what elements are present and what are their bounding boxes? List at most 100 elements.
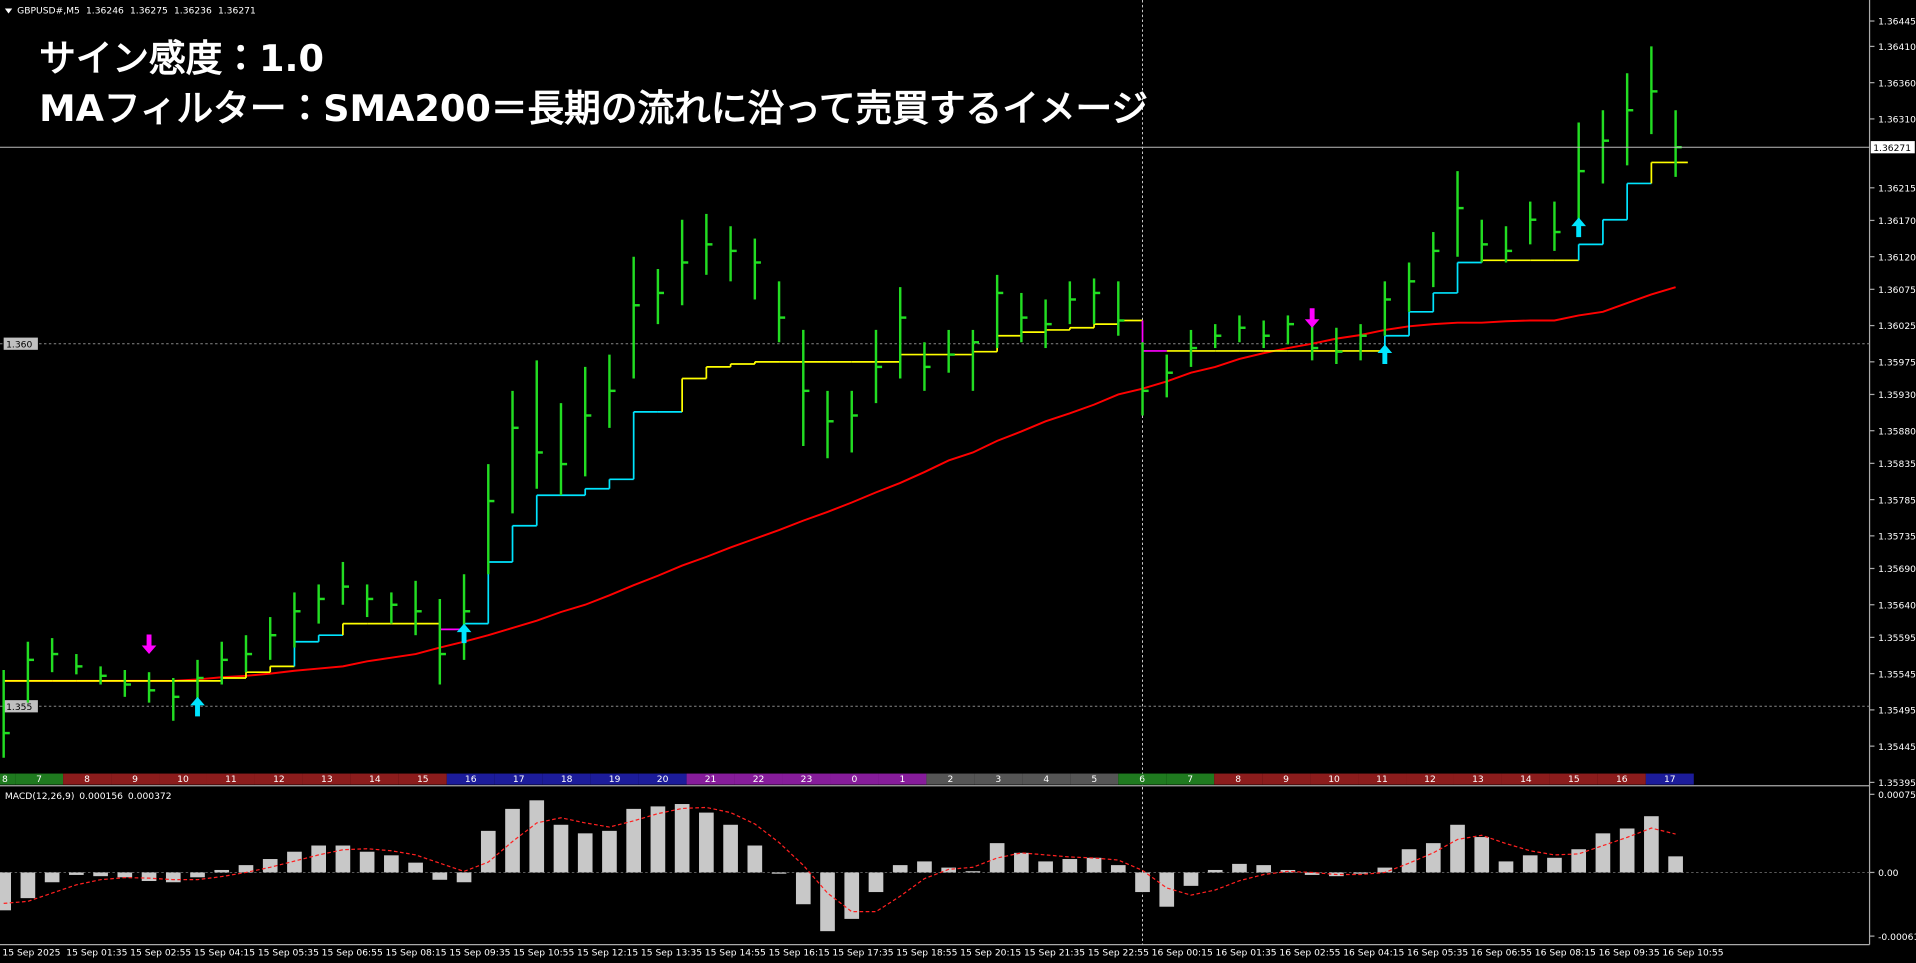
macd-bar bbox=[1207, 869, 1223, 873]
session-cell bbox=[782, 773, 831, 785]
x-tick-label: 16 Sep 05:35 bbox=[1407, 948, 1468, 959]
x-tick-label: 16 Sep 08:15 bbox=[1535, 948, 1596, 959]
macd-main: 0.000156 bbox=[79, 791, 123, 802]
macd-bar bbox=[20, 872, 36, 899]
macd-bar bbox=[359, 851, 375, 873]
signal-arrow bbox=[1304, 308, 1320, 328]
macd-bar bbox=[1304, 872, 1320, 875]
macd-bar bbox=[795, 872, 811, 905]
macd-header: MACD(12,26,9) 0.000156 0.000372 bbox=[5, 791, 172, 802]
ohlc-value: 1.36275 bbox=[130, 5, 168, 16]
x-tick-label: 15 Sep 12:15 bbox=[577, 948, 638, 959]
session-label: 20 bbox=[657, 774, 669, 785]
macd-bar bbox=[190, 872, 205, 878]
macd-bar bbox=[747, 845, 763, 873]
macd-bar bbox=[1062, 859, 1078, 873]
macd-bar bbox=[1425, 843, 1441, 873]
x-tick-label: 15 Sep 02:55 bbox=[130, 948, 191, 959]
macd-bar bbox=[820, 872, 835, 932]
y-tick-label: 1.35835 bbox=[1878, 459, 1916, 470]
session-label: 17 bbox=[513, 774, 525, 785]
macd-bar bbox=[771, 872, 787, 874]
session-cell bbox=[974, 773, 1023, 785]
signal-arrow bbox=[456, 623, 472, 644]
macd-bar bbox=[1571, 849, 1587, 873]
session-label: 15 bbox=[417, 774, 429, 785]
x-tick-label: 15 Sep 2025 bbox=[2, 948, 60, 959]
session-cell bbox=[159, 773, 207, 785]
menu-triangle[interactable] bbox=[4, 8, 13, 14]
y-tick-label: 1.35445 bbox=[1878, 742, 1916, 753]
y-tick-label: 1.35395 bbox=[1878, 778, 1916, 789]
y-tick-label: 1.35975 bbox=[1878, 357, 1916, 368]
session-label: 14 bbox=[1520, 774, 1532, 785]
x-tick-label: 16 Sep 02:55 bbox=[1279, 948, 1340, 959]
x-tick-label: 16 Sep 00:15 bbox=[1152, 948, 1213, 959]
macd-bar bbox=[505, 808, 520, 873]
session-cell bbox=[398, 773, 447, 785]
x-tick-label: 15 Sep 21:35 bbox=[1024, 948, 1085, 959]
macd-bar bbox=[650, 806, 666, 873]
session-cell bbox=[1597, 773, 1646, 785]
y-tick-label: 1.35640 bbox=[1878, 600, 1916, 611]
session-label: 22 bbox=[753, 774, 765, 785]
annotation-title: MAフィルター：SMA200＝長期の流れに沿って売買するイメージ bbox=[39, 87, 1148, 130]
session-cell bbox=[542, 773, 591, 785]
macd-signal-line bbox=[3, 806, 1676, 913]
session-label: 18 bbox=[561, 774, 573, 785]
session-label: 15 bbox=[1568, 774, 1580, 785]
session-cell bbox=[590, 773, 639, 785]
macd-tick-label: 0.000757 bbox=[1878, 790, 1916, 801]
macd-bar bbox=[1232, 863, 1247, 873]
session-label: 6 bbox=[1139, 774, 1145, 785]
y-tick-label: 1.35930 bbox=[1878, 390, 1916, 401]
session-label: 16 bbox=[1616, 774, 1628, 785]
session-label: 8 bbox=[2, 774, 8, 785]
macd-bar bbox=[941, 867, 957, 873]
session-label: 14 bbox=[369, 774, 381, 785]
level-label-box bbox=[3, 337, 38, 350]
ohlc-value: 1.36271 bbox=[218, 5, 256, 16]
y-tick-label: 1.35735 bbox=[1878, 532, 1916, 543]
session-label: 7 bbox=[1187, 774, 1193, 785]
macd-bar bbox=[165, 872, 181, 883]
session-cell bbox=[830, 773, 879, 785]
session-label: 0 bbox=[852, 774, 858, 785]
y-tick-label: 1.35545 bbox=[1878, 669, 1916, 680]
macd-tick-label: -0.000617 bbox=[1878, 932, 1916, 943]
session-cell bbox=[1166, 773, 1215, 785]
macd-bar bbox=[311, 845, 327, 873]
macd-bar bbox=[432, 872, 448, 880]
macd-bar bbox=[917, 861, 932, 873]
macd-bar bbox=[577, 833, 593, 873]
y-tick-label: 1.36310 bbox=[1878, 115, 1916, 126]
macd-bar bbox=[892, 865, 908, 873]
macd-bar bbox=[1401, 849, 1417, 873]
session-cell bbox=[1022, 773, 1071, 785]
y-tick-label: 1.35495 bbox=[1878, 706, 1916, 717]
session-label: 1 bbox=[899, 774, 905, 785]
x-tick-label: 16 Sep 04:15 bbox=[1343, 948, 1404, 959]
macd-bar bbox=[214, 869, 230, 873]
session-cell bbox=[1406, 773, 1454, 785]
session-label: 13 bbox=[321, 774, 333, 785]
macd-bar bbox=[1038, 861, 1053, 873]
macd-bar bbox=[408, 862, 423, 873]
y-tick-label: 1.35690 bbox=[1878, 564, 1916, 575]
macd-signal: 0.000372 bbox=[128, 791, 172, 802]
y-tick-label: 1.35595 bbox=[1878, 633, 1916, 644]
session-label: 5 bbox=[1091, 774, 1097, 785]
y-tick-label: 1.36170 bbox=[1878, 216, 1916, 227]
session-cell bbox=[926, 773, 975, 785]
macd-bar bbox=[1450, 824, 1465, 873]
session-label: 23 bbox=[801, 774, 813, 785]
macd-bar bbox=[1644, 816, 1659, 873]
symbol-header: GBPUSD#,M5 1.36246 1.36275 1.36236 1.36271 bbox=[17, 5, 256, 16]
session-cell bbox=[302, 773, 351, 785]
macd-bar bbox=[868, 872, 884, 893]
x-tick-label: 15 Sep 10:55 bbox=[513, 948, 574, 959]
session-cell bbox=[878, 773, 927, 785]
